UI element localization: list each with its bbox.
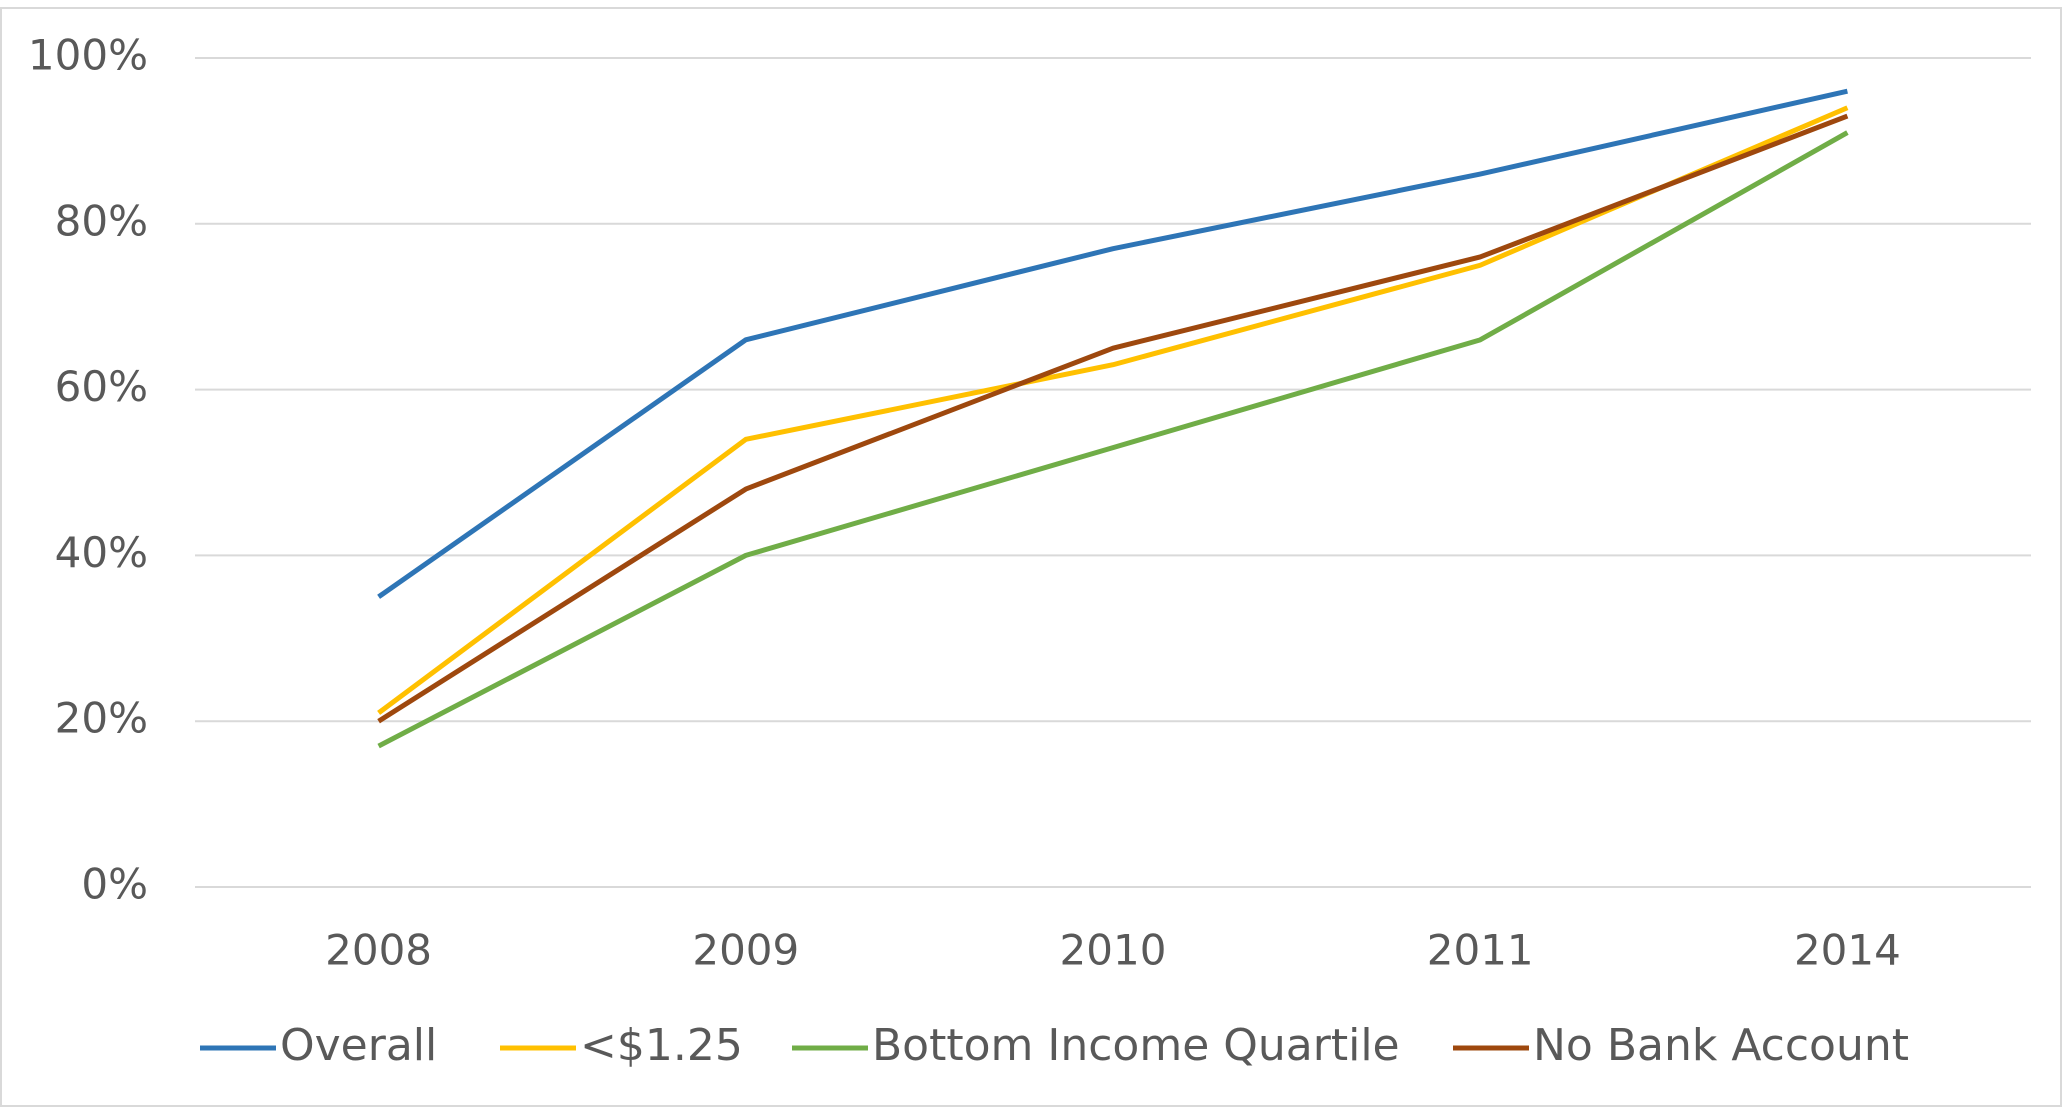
series-line (377, 88, 1848, 599)
series-line (377, 113, 1849, 724)
x-tick-label: 2010 (1060, 926, 1167, 975)
y-tick-label: 80% (55, 196, 148, 245)
series-line (377, 105, 1849, 715)
y-tick-label: 100% (28, 31, 148, 80)
series-line (377, 130, 1849, 749)
x-tick-label: 2011 (1427, 926, 1534, 975)
x-tick-label: 2009 (692, 926, 799, 975)
legend-label: No Bank Account (1533, 1020, 1909, 1071)
chart-frame (0, 7, 2062, 1107)
y-tick-label: 40% (55, 528, 148, 577)
y-tick-label: 0% (81, 860, 148, 909)
legend-label: Overall (280, 1020, 437, 1071)
x-tick-label: 2014 (1794, 926, 1901, 975)
legend-label: Bottom Income Quartile (872, 1020, 1400, 1071)
y-tick-label: 60% (55, 362, 148, 411)
x-tick-label: 2008 (325, 926, 432, 975)
y-tick-label: 20% (55, 694, 148, 743)
legend-label: <$1.25 (580, 1020, 743, 1071)
